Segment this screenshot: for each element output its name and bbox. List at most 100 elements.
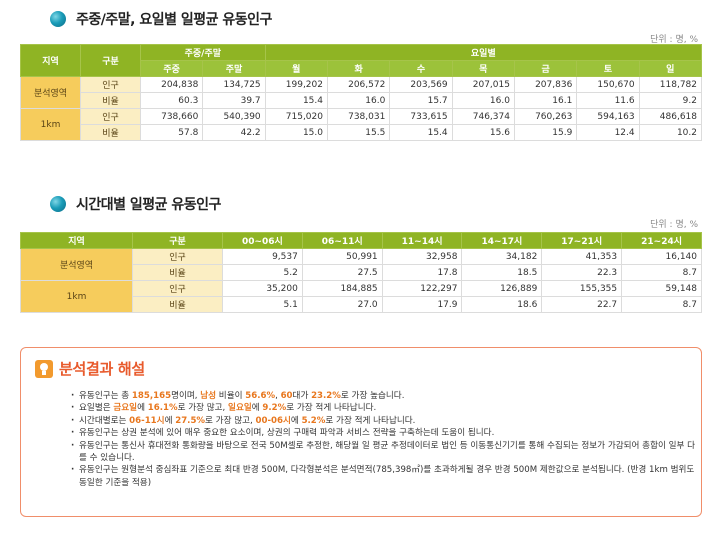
result-text: 유동인구는 총 [79,391,132,401]
result-text: 비율이 [216,391,246,401]
result-text: 유동인구는 상권 분석에 있어 매우 중요한 요소이며, 상권의 구매력 파악과… [79,428,495,439]
result-text: 에 [290,415,302,426]
region-cell: 분석영역 [20,76,81,109]
header-region: 지역 [20,232,133,249]
result-item: 유동인구는 통신사 휴대전화 통화량을 바탕으로 전국 50M셀로 추정한, 해… [71,440,696,465]
value-cell: 746,374 [451,108,515,125]
highlight-text: 5.2% [301,415,326,426]
result-text: 에 [164,415,176,426]
value-cell: 10.2 [638,124,703,141]
section2-title: 시간대별 일평균 유동인구 [50,194,221,214]
value-cell: 12.4 [576,124,640,141]
column-header: 21~24시 [621,232,702,249]
bullet-ball-icon [50,196,66,212]
kind-cell: 인구 [132,280,223,297]
column-header: 금 [513,60,578,77]
result-text: 로 가장 많고, [177,403,229,414]
column-header: 11~14시 [381,232,463,249]
value-cell: 9.2 [638,92,703,109]
value-cell: 15.4 [389,124,453,141]
highlight-text: 금요일 [113,403,138,414]
table-row: 1km 인구 35,200 184,885 122,297 126,889 155,355 5… [20,280,702,313]
kind-cell: 비율 [80,92,141,109]
section2-unit: 단위 : 명, % [650,220,698,230]
value-cell: 15.4 [264,92,328,109]
value-cell: 118,782 [638,76,703,93]
value-cell: 22.7 [541,296,623,313]
value-cell: 27.5 [301,264,383,281]
value-cell: 16.0 [451,92,515,109]
value-cell: 32,958 [381,248,463,265]
value-cell: 5.2 [222,264,303,281]
highlight-text: 9.2% [262,403,287,414]
highlight-text: 00-06시 [255,415,291,426]
value-cell: 57.8 [139,124,204,141]
column-header: 화 [326,60,391,77]
table-row: 비율 60.3 39.7 15.4 16.0 15.7 16.0 16.1 11.6 9.2 [21,92,703,109]
bullet-ball-icon [50,11,66,27]
table-row: 분석영역 인구 9,537 50,991 32,958 34,182 41,353 16,14… [20,248,702,281]
result-header: 분석결과 해설 [35,358,145,379]
column-header: 주중 [139,60,204,77]
result-text: 대가 [292,391,312,401]
lightbulb-icon [35,359,53,378]
highlight-text: 27.5% [175,415,206,426]
column-header: 00~06시 [222,232,303,249]
column-header: 17~21시 [541,232,623,249]
highlight-text: 16.1% [147,403,178,414]
value-cell: 16,140 [621,248,702,265]
highlight-text: 06-11시 [129,415,165,426]
value-cell: 738,031 [326,108,391,125]
table-row: 비율 5.1 27.0 17.9 18.6 22.7 8.7 [21,296,702,313]
column-header: 06~11시 [301,232,383,249]
value-cell: 15.9 [513,124,578,141]
section1-title: 주중/주말, 요일별 일평균 유동인구 [50,9,272,29]
highlight-text: 남성 [200,391,217,401]
value-cell: 206,572 [326,76,391,93]
kind-cell: 비율 [132,296,223,313]
value-cell: 486,618 [638,108,703,125]
result-text: 명이며, [171,391,201,401]
value-cell: 16.1 [513,92,578,109]
value-cell: 9,537 [222,248,303,265]
result-text: , [275,391,281,401]
value-cell: 34,182 [461,248,543,265]
value-cell: 207,836 [513,76,578,93]
region-cell: 1km [20,280,133,313]
value-cell: 27.0 [301,296,383,313]
value-cell: 16.0 [326,92,391,109]
value-cell: 17.8 [381,264,463,281]
value-cell: 207,015 [451,76,515,93]
result-text: 시간대별로는 [79,415,130,426]
value-cell: 15.7 [389,92,453,109]
value-cell: 39.7 [202,92,266,109]
result-item: 유동인구는 원형분석 중심좌표 기준으로 최대 반경 500M, 다각형분석은 … [71,464,696,489]
value-cell: 18.6 [461,296,543,313]
table-row: 1km 인구 738,660 540,390 715,020 738,031 733,615… [20,108,703,141]
value-cell: 15.6 [451,124,515,141]
section2-title-text: 시간대별 일평균 유동인구 [76,197,221,213]
value-cell: 15.0 [264,124,328,141]
result-text: 에 [251,403,263,414]
value-cell: 59,148 [621,280,702,297]
highlight-text: 23.2% [311,391,341,401]
result-title: 분석결과 해설 [59,360,145,378]
kind-cell: 비율 [80,124,141,141]
highlight-text: 일요일 [228,403,252,414]
value-cell: 184,885 [301,280,383,297]
value-cell: 594,163 [576,108,640,125]
result-text: 로 가장 적게 나타납니다. [286,403,377,414]
kind-cell: 인구 [132,248,223,265]
result-item: 시간대별로는 06-11시에 27.5%로 가장 많고, 00-06시에 5.2… [71,415,696,428]
column-header: 주말 [202,60,266,77]
result-text: 유동인구는 원형분석 중심좌표 기준으로 최대 반경 500M, 다각형분석은 … [79,465,695,488]
value-cell: 715,020 [264,108,328,125]
value-cell: 738,660 [139,108,204,125]
kind-cell: 비율 [132,264,223,281]
value-cell: 203,569 [389,76,453,93]
table-row: 비율 57.8 42.2 15.0 15.5 15.4 15.6 15.9 12.4 10.2 [21,124,703,141]
value-cell: 50,991 [301,248,383,265]
result-text: 로 가장 많고, [205,415,256,426]
result-text: 에 [137,403,148,414]
region-cell: 1km [20,108,81,141]
